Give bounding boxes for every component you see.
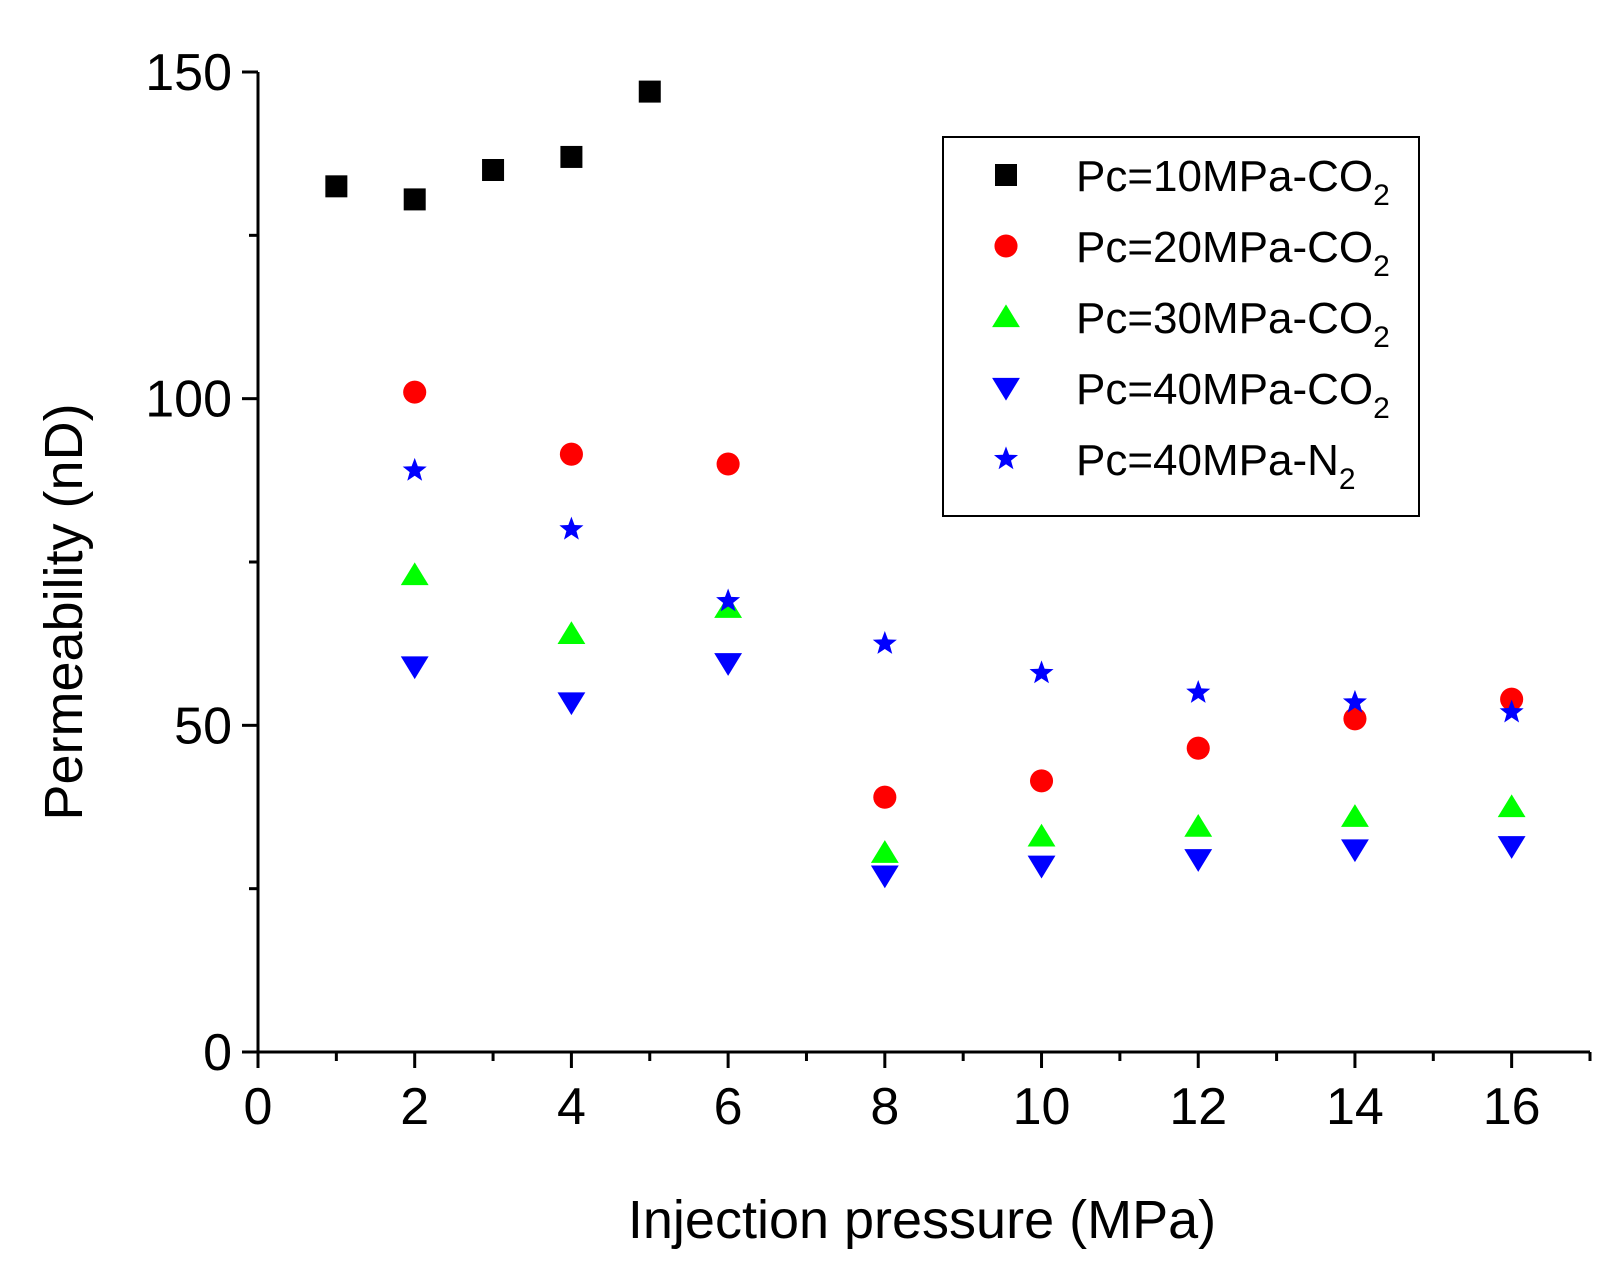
x-tick-label: 6 bbox=[714, 1078, 743, 1136]
data-point bbox=[560, 145, 583, 168]
legend-item: Pc=40MPa-CO2 bbox=[992, 365, 1390, 425]
data-point bbox=[559, 442, 583, 466]
series-5 bbox=[402, 457, 1524, 723]
data-point bbox=[870, 840, 899, 863]
legend-marker bbox=[995, 164, 1017, 186]
data-point bbox=[559, 516, 584, 540]
data-point bbox=[638, 80, 661, 103]
legend-item: Pc=10MPa-CO2 bbox=[995, 152, 1390, 212]
legend-label: Pc=40MPa-N2 bbox=[1076, 436, 1356, 496]
legend-label-subscript: 2 bbox=[1373, 392, 1390, 425]
data-point bbox=[557, 621, 586, 644]
legend: Pc=10MPa-CO2Pc=20MPa-CO2Pc=30MPa-CO2Pc=4… bbox=[942, 136, 1420, 517]
legend-label-subscript: 2 bbox=[1373, 250, 1390, 283]
legend-label-text: Pc=10MPa-CO bbox=[1076, 152, 1373, 201]
legend-label: Pc=10MPa-CO2 bbox=[1076, 152, 1390, 212]
data-point bbox=[1342, 689, 1367, 713]
data-point bbox=[716, 452, 740, 476]
x-tick-label: 4 bbox=[557, 1078, 586, 1136]
legend-label-text: Pc=40MPa-N bbox=[1076, 436, 1339, 485]
x-tick-label: 0 bbox=[244, 1078, 273, 1136]
y-tick-label: 0 bbox=[203, 1024, 232, 1082]
legend-item: Pc=30MPa-CO2 bbox=[992, 294, 1390, 354]
legend-label-subscript: 2 bbox=[1373, 179, 1390, 212]
legend-marker bbox=[994, 234, 1018, 258]
data-point bbox=[402, 457, 427, 481]
data-point bbox=[1029, 769, 1054, 793]
legend-label: Pc=40MPa-CO2 bbox=[1076, 365, 1390, 425]
data-point bbox=[557, 692, 586, 716]
legend-label-text: Pc=30MPa-CO bbox=[1076, 294, 1373, 343]
legend-marker bbox=[992, 377, 1020, 401]
x-axis-label: Injection pressure (MPa) bbox=[628, 1190, 1216, 1250]
data-point bbox=[872, 631, 897, 654]
data-point bbox=[1500, 687, 1524, 711]
data-point bbox=[870, 865, 899, 889]
legend-item: Pc=40MPa-N2 bbox=[993, 436, 1356, 496]
data-point bbox=[400, 562, 429, 586]
legend-label-text: Pc=20MPa-CO bbox=[1076, 223, 1373, 272]
data-point bbox=[400, 656, 429, 680]
x-tick-label: 2 bbox=[400, 1078, 429, 1136]
data-marks bbox=[325, 80, 1526, 889]
data-point bbox=[1341, 839, 1369, 863]
legend-box bbox=[942, 136, 1420, 517]
legend-marker bbox=[992, 304, 1020, 328]
x-tick-label: 12 bbox=[1169, 1078, 1227, 1136]
data-point bbox=[873, 785, 897, 809]
data-point bbox=[1497, 836, 1526, 859]
data-point bbox=[714, 653, 743, 676]
data-point bbox=[1184, 849, 1213, 872]
data-point bbox=[716, 588, 741, 612]
data-point bbox=[1186, 736, 1210, 760]
series-2 bbox=[403, 380, 1524, 809]
data-point bbox=[1497, 794, 1526, 818]
data-point bbox=[1027, 823, 1056, 847]
y-tick-label: 100 bbox=[145, 371, 232, 429]
data-point bbox=[1186, 680, 1211, 703]
data-point bbox=[325, 175, 348, 198]
data-point bbox=[1343, 707, 1367, 731]
data-point bbox=[1184, 813, 1213, 837]
y-tick-label: 50 bbox=[174, 697, 232, 755]
data-point bbox=[1499, 699, 1524, 723]
data-point bbox=[1027, 855, 1056, 879]
x-tick-label: 16 bbox=[1483, 1078, 1541, 1136]
legend-label-text: Pc=40MPa-CO bbox=[1076, 365, 1373, 414]
legend-label-subscript: 2 bbox=[1339, 463, 1356, 496]
legend-item: Pc=20MPa-CO2 bbox=[994, 223, 1390, 283]
y-tick-label: 150 bbox=[145, 44, 232, 102]
y-axis-label: Permeability (nD) bbox=[34, 403, 94, 820]
axes: 0 2 4 6 8 10 12 14 16 0 50 100 150 bbox=[145, 44, 1592, 1136]
data-point bbox=[403, 380, 427, 404]
data-point bbox=[1341, 804, 1369, 827]
data-point bbox=[482, 159, 505, 181]
data-point bbox=[403, 188, 426, 211]
series-1 bbox=[325, 80, 661, 211]
x-tick-label: 8 bbox=[870, 1078, 899, 1136]
legend-label-subscript: 2 bbox=[1373, 321, 1390, 354]
legend-marker bbox=[993, 446, 1019, 470]
x-tick-label: 10 bbox=[1013, 1078, 1071, 1136]
legend-label: Pc=20MPa-CO2 bbox=[1076, 223, 1390, 283]
legend-label: Pc=30MPa-CO2 bbox=[1076, 294, 1390, 354]
series-4 bbox=[400, 653, 1526, 889]
data-point bbox=[1029, 660, 1054, 684]
x-tick-label: 14 bbox=[1326, 1078, 1384, 1136]
